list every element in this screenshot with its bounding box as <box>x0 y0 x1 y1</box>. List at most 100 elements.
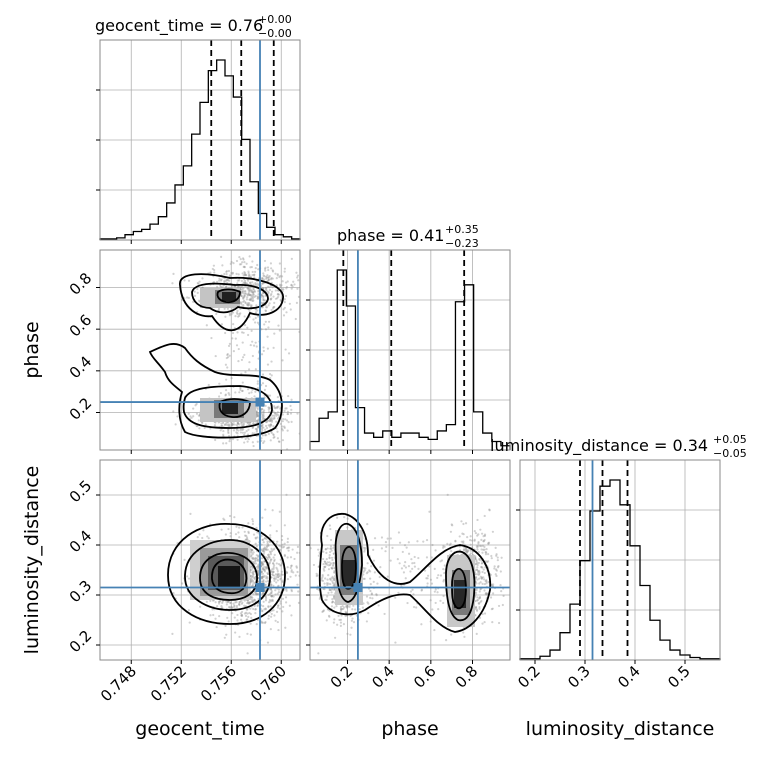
sample-point <box>245 534 248 537</box>
sample-point <box>238 279 241 282</box>
sample-point <box>245 273 248 277</box>
sample-point <box>248 423 251 426</box>
sample-point <box>247 294 250 297</box>
sample-point <box>281 429 284 432</box>
sample-point <box>434 588 437 591</box>
sample-point <box>249 596 252 599</box>
sample-point <box>238 451 240 453</box>
sample-point <box>255 430 258 433</box>
sample-point <box>476 518 479 522</box>
sample-point <box>406 601 409 605</box>
sample-point <box>196 281 199 285</box>
x-tick-label: 0.4 <box>614 662 644 692</box>
sample-point <box>491 621 494 624</box>
sample-point <box>267 605 270 609</box>
sample-point <box>218 395 221 398</box>
sample-point <box>279 564 282 567</box>
sample-point <box>292 571 295 574</box>
sample-point <box>327 614 331 617</box>
sample-point <box>221 264 224 267</box>
sample-point <box>363 577 366 580</box>
sample-point <box>198 427 201 430</box>
sample-point <box>254 608 257 611</box>
sample-point <box>276 430 279 433</box>
sample-point <box>232 602 235 605</box>
sample-point <box>475 609 479 612</box>
sample-point <box>305 426 307 428</box>
sample-point <box>256 558 260 562</box>
sample-point <box>281 425 284 428</box>
sample-point <box>241 261 244 264</box>
sample-point <box>480 577 483 580</box>
sample-point <box>280 570 283 573</box>
sample-point <box>237 429 240 432</box>
sample-point <box>221 424 224 427</box>
sample-point <box>332 546 335 549</box>
sample-point <box>297 295 300 298</box>
sample-point <box>467 549 470 553</box>
sample-point <box>246 296 249 299</box>
sample-point <box>396 558 399 561</box>
sample-point <box>247 530 250 533</box>
sample-point <box>464 522 468 525</box>
sample-point <box>262 552 265 555</box>
sample-point <box>339 608 343 611</box>
sample-point <box>273 614 276 617</box>
sample-point <box>257 315 260 318</box>
sample-point <box>228 423 231 426</box>
sample-point <box>250 555 253 558</box>
sample-point <box>268 302 271 305</box>
sample-point <box>237 347 240 351</box>
sample-point <box>244 282 247 285</box>
sample-point <box>226 278 229 282</box>
sample-point <box>475 632 478 636</box>
sample-point <box>240 263 243 266</box>
sample-point <box>477 571 480 574</box>
sample-point <box>247 333 250 337</box>
sample-point <box>253 273 256 276</box>
sample-point <box>283 409 286 412</box>
sample-point <box>278 607 282 610</box>
sample-point <box>253 395 256 398</box>
sample-point <box>430 556 433 559</box>
sample-point <box>276 293 279 296</box>
sample-point <box>276 620 279 624</box>
sample-point <box>252 560 255 563</box>
sample-point <box>332 562 336 565</box>
sample-point <box>280 275 284 278</box>
sample-point <box>235 259 239 263</box>
sample-point <box>476 599 479 602</box>
sample-point <box>287 352 291 355</box>
sample-point <box>476 596 479 599</box>
sample-point <box>272 433 275 437</box>
sample-point <box>246 388 250 391</box>
sample-point <box>243 294 246 297</box>
sample-point <box>266 290 269 293</box>
sample-point <box>266 577 269 580</box>
sample-point <box>246 537 249 541</box>
sample-point <box>266 540 269 543</box>
sample-point <box>266 571 269 575</box>
sample-point <box>458 535 461 538</box>
sample-point <box>214 601 217 604</box>
sample-point <box>246 279 250 282</box>
sample-point <box>297 601 300 605</box>
sample-point <box>273 305 276 309</box>
sample-point <box>290 564 293 567</box>
sample-point <box>244 604 247 608</box>
sample-point <box>262 568 265 571</box>
sample-point <box>272 562 275 565</box>
sample-point <box>267 276 270 279</box>
sample-point <box>397 591 400 594</box>
sample-point <box>249 597 252 601</box>
sample-point <box>260 580 263 583</box>
sample-point <box>269 558 273 561</box>
sample-point <box>257 564 260 567</box>
sample-point <box>261 413 264 416</box>
sample-point <box>224 423 227 426</box>
sample-point <box>256 380 259 383</box>
sample-point <box>280 284 283 287</box>
sample-point <box>385 545 388 549</box>
sample-point <box>323 569 326 572</box>
sample-point <box>296 287 299 290</box>
